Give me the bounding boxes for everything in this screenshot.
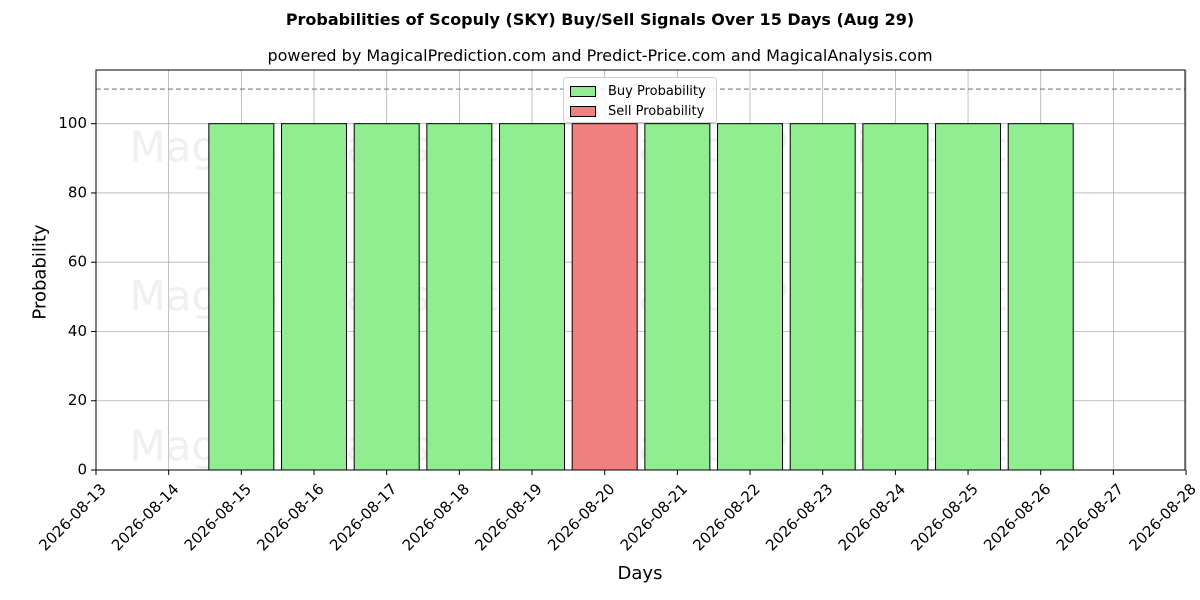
bar-sell (571, 123, 638, 471)
x-tick-label: 2026-08-15 (181, 480, 255, 554)
legend-label-sell: Sell Probability (608, 103, 705, 119)
watermark: MagicalAnalysis.com (130, 272, 567, 321)
x-tick-label: 2026-08-14 (108, 480, 182, 554)
bar-buy (789, 123, 856, 471)
x-tick-label: 2026-08-18 (399, 480, 473, 554)
legend-item-sell: Sell Probability (570, 102, 704, 120)
x-tick-label: 2026-08-20 (544, 480, 618, 554)
bar-buy (862, 123, 929, 471)
y-tick-label: 0 (77, 461, 87, 479)
x-tick-label: 2026-08-28 (1125, 480, 1199, 554)
legend-swatch-buy (570, 85, 596, 97)
legend-item-buy: Buy Probability (570, 82, 706, 100)
watermark: MagicalAnalysis.com (130, 123, 567, 172)
chart-subtitle: powered by MagicalPrediction.com and Pre… (267, 46, 933, 65)
x-tick-label: 2026-08-23 (762, 480, 836, 554)
y-tick-label: 60 (68, 253, 87, 271)
x-tick-label: 2026-08-24 (835, 480, 909, 554)
x-tick-label: 2026-08-22 (689, 480, 763, 554)
x-tick-label: 2026-08-26 (980, 480, 1054, 554)
bar-buy (426, 123, 493, 471)
x-tick-label: 2026-08-17 (326, 480, 400, 554)
legend-label-buy: Buy Probability (608, 83, 706, 99)
chart-title: Probabilities of Scopuly (SKY) Buy/Sell … (285, 10, 915, 29)
x-tick-label: 2026-08-16 (253, 480, 327, 554)
legend-swatch-sell (570, 105, 596, 117)
legend: Buy Probability Sell Probability (563, 77, 717, 123)
x-tick-label: 2026-08-19 (471, 480, 545, 554)
plot-frame (95, 69, 1186, 471)
x-tick-label: 2026-08-27 (1053, 480, 1127, 554)
y-axis-label: Probability (29, 224, 51, 320)
bar-buy (717, 123, 784, 471)
y-tick-label: 40 (68, 322, 87, 340)
bar-buy (935, 123, 1002, 471)
bar-buy (208, 123, 275, 471)
y-tick-label: 80 (68, 183, 87, 201)
x-tick-label: 2026-08-21 (617, 480, 691, 554)
bar-buy (281, 123, 348, 471)
x-tick-label: 2026-08-13 (35, 480, 109, 554)
bar-buy (1007, 123, 1074, 471)
y-tick-label: 100 (58, 114, 87, 132)
bar-buy (353, 123, 420, 471)
bar-buy (644, 123, 711, 471)
bar-buy (499, 123, 566, 471)
y-tick-label: 20 (68, 391, 87, 409)
watermark: MagicalAnalysis.com (130, 422, 567, 471)
x-tick-label: 2026-08-25 (907, 480, 981, 554)
x-axis-label: Days (617, 563, 663, 584)
